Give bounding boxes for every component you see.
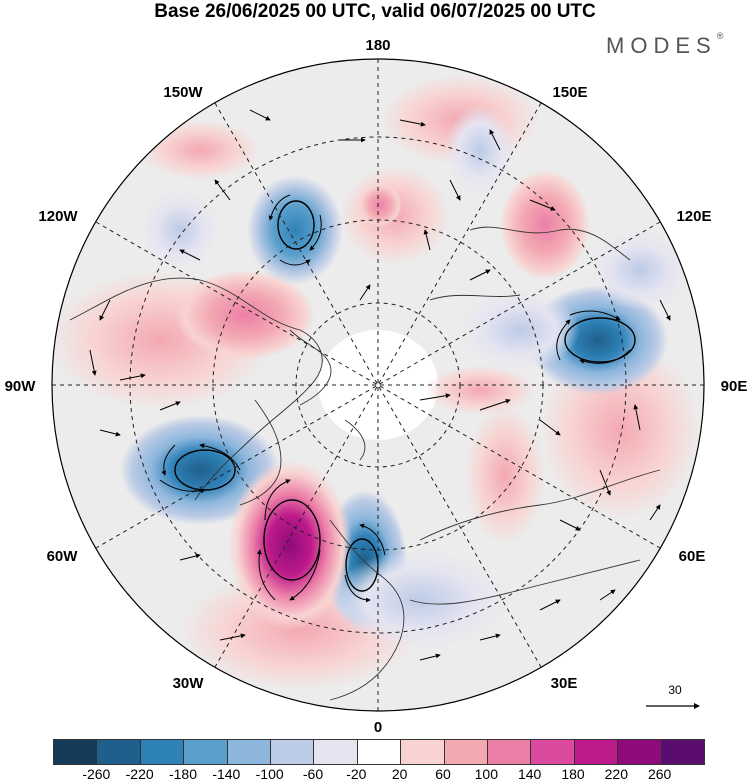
label-60w: 60W <box>47 548 79 565</box>
colorbar-tick-label: -180 <box>168 766 198 782</box>
colorbar-segment <box>184 740 228 764</box>
colorbar-segment <box>444 740 489 764</box>
colorbar-segment <box>140 740 185 764</box>
brand-text: MODES <box>606 33 717 58</box>
colorbar-tick-label: 140 <box>517 766 542 782</box>
colorbar-segment <box>488 740 532 764</box>
colorbar-segment <box>54 740 98 764</box>
colorbar-tick-label: 180 <box>561 766 585 782</box>
colorbar-segment <box>314 740 358 764</box>
colorbar-tick-label: -100 <box>255 766 284 782</box>
colorbar-segment <box>97 740 141 764</box>
colorbar-tick-label: 20 <box>391 766 408 782</box>
colorbar-tick-label: -260 <box>82 766 111 782</box>
colorbar-segment <box>271 740 315 764</box>
colorbar-segment <box>401 740 445 764</box>
wind-vectors <box>89 109 671 661</box>
graticule <box>52 59 704 711</box>
colorbar-tick-label: 100 <box>474 766 499 782</box>
colorbar-tick-label: 260 <box>647 766 672 782</box>
modes-logo: MODES® <box>606 31 724 59</box>
label-150e: 150E <box>552 84 587 101</box>
colorbar-segment <box>574 740 619 764</box>
colorbar-tick-label: -20 <box>346 766 367 782</box>
reference-vector-label: 30 <box>668 683 682 697</box>
colorbar-segment <box>357 740 402 764</box>
colorbar-tick-label: -220 <box>125 766 154 782</box>
label-90e: 90E <box>721 378 748 395</box>
colorbar-segment <box>661 740 705 764</box>
colorbar-tick-label: 220 <box>604 766 629 782</box>
map-boundary <box>51 58 705 712</box>
anomaly-field <box>52 59 704 711</box>
colorbar-tick-label: -140 <box>212 766 241 782</box>
label-0: 0 <box>374 719 382 736</box>
registered-mark: ® <box>716 31 724 41</box>
label-30w: 30W <box>173 675 205 692</box>
label-180: 180 <box>365 37 390 54</box>
colorbar-segment <box>531 740 575 764</box>
label-150w: 150W <box>163 84 203 101</box>
colorbar-segment <box>618 740 662 764</box>
label-30e: 30E <box>551 675 578 692</box>
map-title: Base 26/06/2025 00 UTC, valid 06/07/2025… <box>154 1 596 22</box>
label-120e: 120E <box>676 208 711 225</box>
label-60e: 60E <box>679 548 706 565</box>
label-120w: 120W <box>38 208 78 225</box>
colorbar-tick-label: 60 <box>435 766 451 782</box>
colorbar-segment <box>227 740 272 764</box>
colorbar-ticks: -260 -220 -180 -140 -100 -60 -20 20 60 100 140 180 2… <box>53 766 703 784</box>
colorbar <box>53 739 705 765</box>
label-90w: 90W <box>5 378 37 395</box>
colorbar-tick-label: -60 <box>302 766 324 782</box>
